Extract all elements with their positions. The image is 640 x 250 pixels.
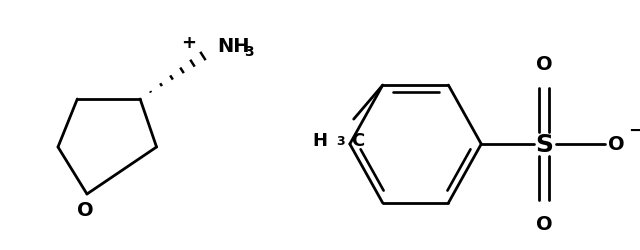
Text: H: H	[312, 132, 328, 150]
Text: C: C	[351, 132, 364, 150]
Text: O: O	[536, 215, 552, 234]
Text: 3: 3	[336, 134, 345, 147]
Text: O: O	[77, 201, 93, 220]
Text: NH: NH	[218, 37, 250, 56]
Text: 3: 3	[244, 45, 254, 59]
Text: O: O	[608, 135, 625, 154]
Text: −: −	[628, 122, 640, 140]
Text: +: +	[181, 34, 196, 52]
Text: S: S	[535, 132, 553, 156]
Text: O: O	[536, 55, 552, 74]
